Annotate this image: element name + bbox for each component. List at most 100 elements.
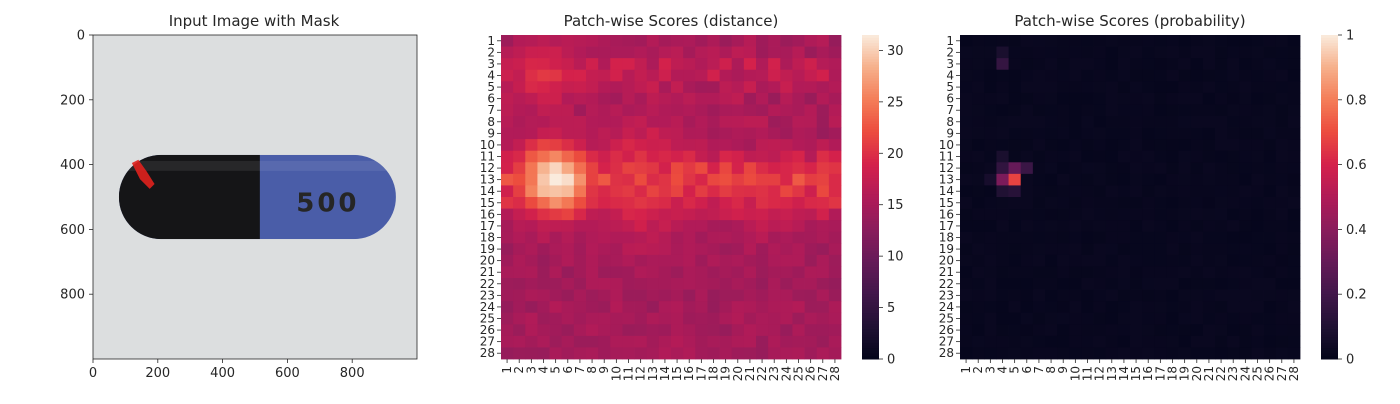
heatmap-cell: [1117, 335, 1131, 348]
heatmap-cell: [960, 220, 973, 233]
heatmap-cell: [622, 35, 635, 47]
heatmap-cell: [972, 116, 985, 128]
heatmap-cell: [549, 278, 563, 290]
heatmap-cell: [1263, 347, 1277, 360]
colorbar-segment: [1321, 199, 1338, 203]
heatmap-cell: [561, 220, 575, 233]
heatmap-cell: [1069, 116, 1082, 128]
heatmap-cell: [513, 81, 526, 94]
colorbar-segment: [1321, 221, 1338, 225]
heatmap-cell: [1142, 208, 1155, 221]
heatmap-cell: [1251, 46, 1264, 59]
heatmap-x-tick-label: 3: [983, 366, 997, 374]
heatmap-cell: [756, 58, 769, 71]
colorbar-segment: [862, 245, 879, 249]
heatmap-x-tick-label: 7: [573, 366, 587, 374]
heatmap-cell: [1178, 312, 1192, 325]
heatmap-y-tick-label: 11: [480, 150, 495, 164]
heatmap-cell: [1105, 347, 1119, 360]
heatmap-cell: [586, 58, 599, 71]
heatmap-cell: [719, 208, 733, 221]
heatmap-cell: [719, 254, 733, 267]
heatmap-cell: [1154, 92, 1167, 105]
heatmap-cell: [1202, 81, 1216, 94]
heatmap-cell: [598, 116, 611, 128]
heatmap-cell: [1251, 81, 1264, 94]
heatmap-cell: [561, 266, 575, 279]
heatmap-cell: [634, 324, 648, 337]
heatmap-cell: [1166, 231, 1179, 244]
heatmap-cell: [586, 127, 599, 140]
heatmap-cell: [1045, 347, 1058, 360]
heatmap-cell: [1045, 46, 1058, 59]
heatmap-cell: [780, 231, 793, 244]
heatmap-cell: [1008, 324, 1022, 337]
heatmap-x-tick-label: 5: [549, 366, 563, 374]
colorbar-segment: [1321, 62, 1338, 66]
heatmap-cell: [996, 104, 1009, 117]
heatmap-cell: [549, 243, 563, 256]
heatmap-cell: [1020, 81, 1034, 94]
heatmap-cell: [1032, 139, 1046, 152]
heatmap-cell: [1178, 278, 1192, 290]
heatmap-cell: [1227, 185, 1240, 198]
heatmap-cell: [561, 347, 575, 360]
colorbar-segment: [1321, 242, 1338, 247]
heatmap-cell: [573, 58, 587, 71]
colorbar-segment: [1321, 134, 1338, 139]
heatmap-cell: [1032, 173, 1046, 186]
heatmap-cell: [1215, 185, 1228, 198]
heatmap-cell: [1166, 46, 1179, 59]
heatmap-cell: [1154, 35, 1167, 47]
colorbar-segment: [1321, 70, 1338, 74]
heatmap-cell: [1263, 208, 1277, 221]
heatmap-cell: [671, 58, 684, 71]
heatmap-cell: [972, 243, 985, 256]
heatmap-cell: [1166, 289, 1179, 302]
colorbar-segment: [862, 286, 879, 290]
heatmap-cell: [1275, 46, 1289, 59]
heatmap-cell: [960, 92, 973, 105]
heatmap-cell: [756, 127, 769, 140]
heatmap-cell: [756, 104, 769, 117]
heatmap-cell: [1105, 173, 1119, 186]
heatmap-cell: [1057, 46, 1070, 59]
heatmap-cell: [1251, 266, 1264, 279]
heatmap-cell: [622, 69, 635, 82]
heatmap-cell: [549, 335, 563, 348]
heatmap-cell: [731, 335, 745, 348]
heatmap-cell: [598, 220, 611, 233]
heatmap-cell: [537, 208, 550, 221]
heatmap-cell: [513, 173, 526, 186]
heatmap-cell: [561, 254, 575, 267]
heatmap-cell: [731, 185, 745, 198]
heatmap-cell: [561, 231, 575, 244]
heatmap-cell: [634, 347, 648, 360]
heatmap-cell: [719, 173, 733, 186]
heatmap-cell: [1154, 173, 1167, 186]
heatmap-cell: [1045, 278, 1058, 290]
heatmap-cell: [1130, 139, 1143, 152]
heatmap-cell: [1178, 58, 1192, 71]
heatmap-cell: [1239, 289, 1252, 302]
heatmap-cell: [683, 46, 696, 59]
heatmap-cell: [1032, 185, 1046, 198]
heatmap-cell: [1275, 289, 1289, 302]
heatmap-cell: [513, 254, 526, 267]
heatmap-cell: [610, 312, 623, 325]
heatmap-cell: [1008, 150, 1022, 163]
heatmap-cell: [598, 81, 611, 94]
heatmap-cell: [525, 46, 538, 59]
heatmap-cell: [561, 208, 575, 221]
heatmap-cell: [561, 58, 575, 71]
heatmap-cell: [1032, 197, 1046, 209]
heatmap-cell: [549, 173, 563, 186]
heatmap-cell: [960, 173, 973, 186]
heatmap-cell: [1081, 162, 1094, 175]
heatmap-cell: [573, 289, 587, 302]
heatmap-cell: [960, 81, 973, 94]
heatmap-cell: [501, 127, 514, 140]
image-y-tick-label: 800: [60, 288, 85, 303]
heatmap-cell: [792, 150, 805, 163]
